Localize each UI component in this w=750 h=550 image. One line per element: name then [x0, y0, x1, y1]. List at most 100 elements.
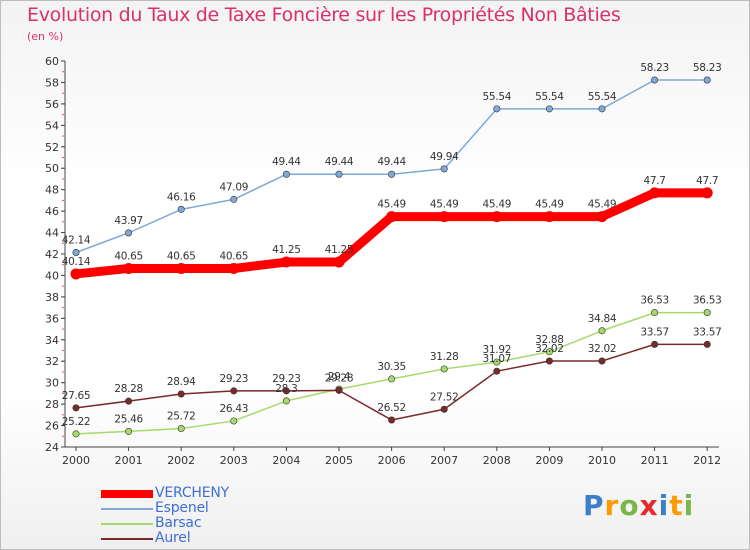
- legend-label-barsac: Barsac: [155, 515, 202, 531]
- y-tick-label: 52: [45, 141, 59, 154]
- data-point-barsac: [388, 375, 396, 383]
- data-point-aurel: [651, 340, 659, 348]
- data-label-barsac: 36.53: [640, 295, 669, 307]
- data-label-barsac: 32.88: [535, 334, 564, 346]
- data-label-barsac: 29.4: [328, 371, 351, 383]
- data-label-espenel: 55.54: [588, 91, 617, 103]
- data-label-vercheny: 45.49: [430, 199, 459, 211]
- data-label-aurel: 29.28: [325, 372, 354, 384]
- data-label-vercheny: 40.65: [220, 250, 249, 262]
- data-label-vercheny: 40.65: [167, 250, 196, 262]
- data-point-vercheny: [649, 187, 661, 199]
- data-label-espenel: 55.54: [535, 91, 564, 103]
- y-tick-label: 38: [45, 291, 59, 304]
- data-label-barsac: 28.3: [275, 383, 297, 395]
- data-label-barsac: 25.22: [62, 416, 91, 428]
- x-tick-label: 2005: [325, 454, 353, 467]
- x-tick-label: 2008: [483, 454, 511, 467]
- data-label-vercheny: 45.49: [483, 199, 512, 211]
- legend-item-vercheny: VERCHENY: [101, 486, 229, 501]
- data-label-aurel: 29.23: [220, 373, 249, 385]
- data-label-vercheny: 45.49: [377, 199, 406, 211]
- proxiti-logo: Proxiti: [583, 489, 695, 522]
- data-label-vercheny: 41.25: [325, 244, 354, 256]
- data-point-aurel: [440, 405, 448, 413]
- data-point-espenel: [72, 248, 80, 256]
- x-tick-label: 2001: [115, 454, 143, 467]
- x-tick-label: 2012: [693, 454, 721, 467]
- data-label-vercheny: 47.7: [644, 175, 666, 187]
- data-point-espenel: [440, 165, 448, 173]
- data-point-vercheny: [123, 262, 135, 274]
- x-tick-label: 2011: [641, 454, 669, 467]
- data-point-aurel: [598, 357, 606, 365]
- x-tick-label: 2007: [430, 454, 458, 467]
- data-point-barsac: [177, 425, 185, 433]
- legend-item-aurel: Aurel: [101, 531, 229, 546]
- data-point-espenel: [493, 105, 501, 113]
- data-point-barsac: [230, 417, 238, 425]
- data-label-barsac: 34.84: [588, 313, 617, 325]
- data-label-barsac: 31.92: [483, 344, 512, 356]
- data-label-aurel: 33.57: [640, 326, 669, 338]
- legend: VERCHENY Espenel Barsac Aurel: [101, 486, 229, 546]
- y-tick-label: 50: [45, 162, 59, 175]
- data-point-barsac: [545, 348, 553, 356]
- data-label-vercheny: 41.25: [272, 244, 301, 256]
- data-point-vercheny: [596, 211, 608, 223]
- data-point-aurel: [125, 397, 133, 405]
- x-tick-label: 2009: [535, 454, 563, 467]
- data-label-vercheny: 40.14: [62, 256, 91, 268]
- data-label-barsac: 25.72: [167, 411, 196, 423]
- data-point-espenel: [703, 76, 711, 84]
- data-point-espenel: [651, 76, 659, 84]
- y-tick-label: 60: [45, 55, 59, 68]
- legend-item-espenel: Espenel: [101, 501, 229, 516]
- data-label-aurel: 28.28: [114, 383, 143, 395]
- data-point-aurel: [177, 390, 185, 398]
- y-tick-label: 56: [45, 98, 59, 111]
- data-label-espenel: 49.44: [272, 156, 301, 168]
- data-label-aurel: 32.02: [588, 343, 617, 355]
- legend-swatch-barsac: [101, 522, 153, 525]
- data-point-vercheny: [543, 211, 555, 223]
- data-point-vercheny: [438, 211, 450, 223]
- data-label-aurel: 27.65: [62, 390, 91, 402]
- chart-subtitle: (en %): [27, 30, 64, 43]
- x-tick-label: 2003: [220, 454, 248, 467]
- data-label-vercheny: 47.7: [696, 175, 718, 187]
- data-point-barsac: [598, 327, 606, 335]
- data-point-espenel: [177, 205, 185, 213]
- data-point-vercheny: [491, 211, 503, 223]
- data-label-aurel: 33.57: [693, 326, 722, 338]
- y-tick-label: 54: [45, 119, 59, 132]
- data-label-espenel: 49.94: [430, 151, 459, 163]
- y-tick-label: 34: [45, 334, 59, 347]
- data-point-espenel: [282, 170, 290, 178]
- data-label-espenel: 55.54: [483, 91, 512, 103]
- y-tick-label: 28: [45, 398, 59, 411]
- data-label-vercheny: 45.49: [588, 199, 617, 211]
- y-tick-label: 46: [45, 205, 59, 218]
- data-label-aurel: 32.02: [535, 343, 564, 355]
- data-point-aurel: [703, 340, 711, 348]
- data-point-vercheny: [70, 268, 82, 280]
- data-label-vercheny: 45.49: [535, 199, 564, 211]
- legend-swatch-espenel: [101, 507, 153, 510]
- data-point-espenel: [598, 105, 606, 113]
- legend-label-aurel: Aurel: [155, 530, 191, 546]
- x-tick-label: 2010: [588, 454, 616, 467]
- data-point-vercheny: [386, 211, 398, 223]
- data-label-espenel: 43.97: [114, 215, 143, 227]
- data-point-espenel: [125, 229, 133, 237]
- y-tick-label: 58: [45, 76, 59, 89]
- y-tick-label: 48: [45, 184, 59, 197]
- y-tick-label: 32: [45, 355, 59, 368]
- data-point-barsac: [440, 365, 448, 373]
- data-point-vercheny: [701, 187, 713, 199]
- y-tick-label: 36: [45, 312, 59, 325]
- data-point-barsac: [282, 397, 290, 405]
- data-label-espenel: 42.14: [62, 234, 91, 246]
